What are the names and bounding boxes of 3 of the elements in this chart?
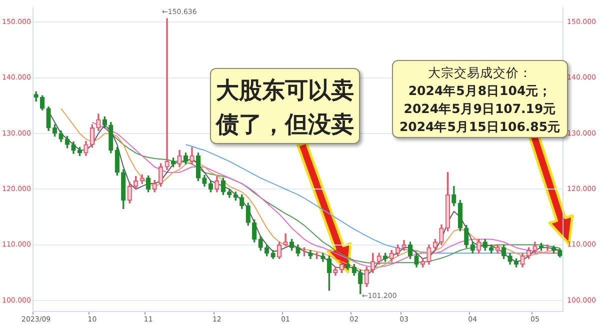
candlestick bbox=[164, 18, 170, 170]
annotation: 大股东可以卖债了，但没卖 bbox=[215, 77, 355, 140]
annotation: 大宗交易成交价： 2024年5月8日104元； 2024年5月9日107.19元 2024年5月15日106.85元 bbox=[398, 64, 562, 136]
